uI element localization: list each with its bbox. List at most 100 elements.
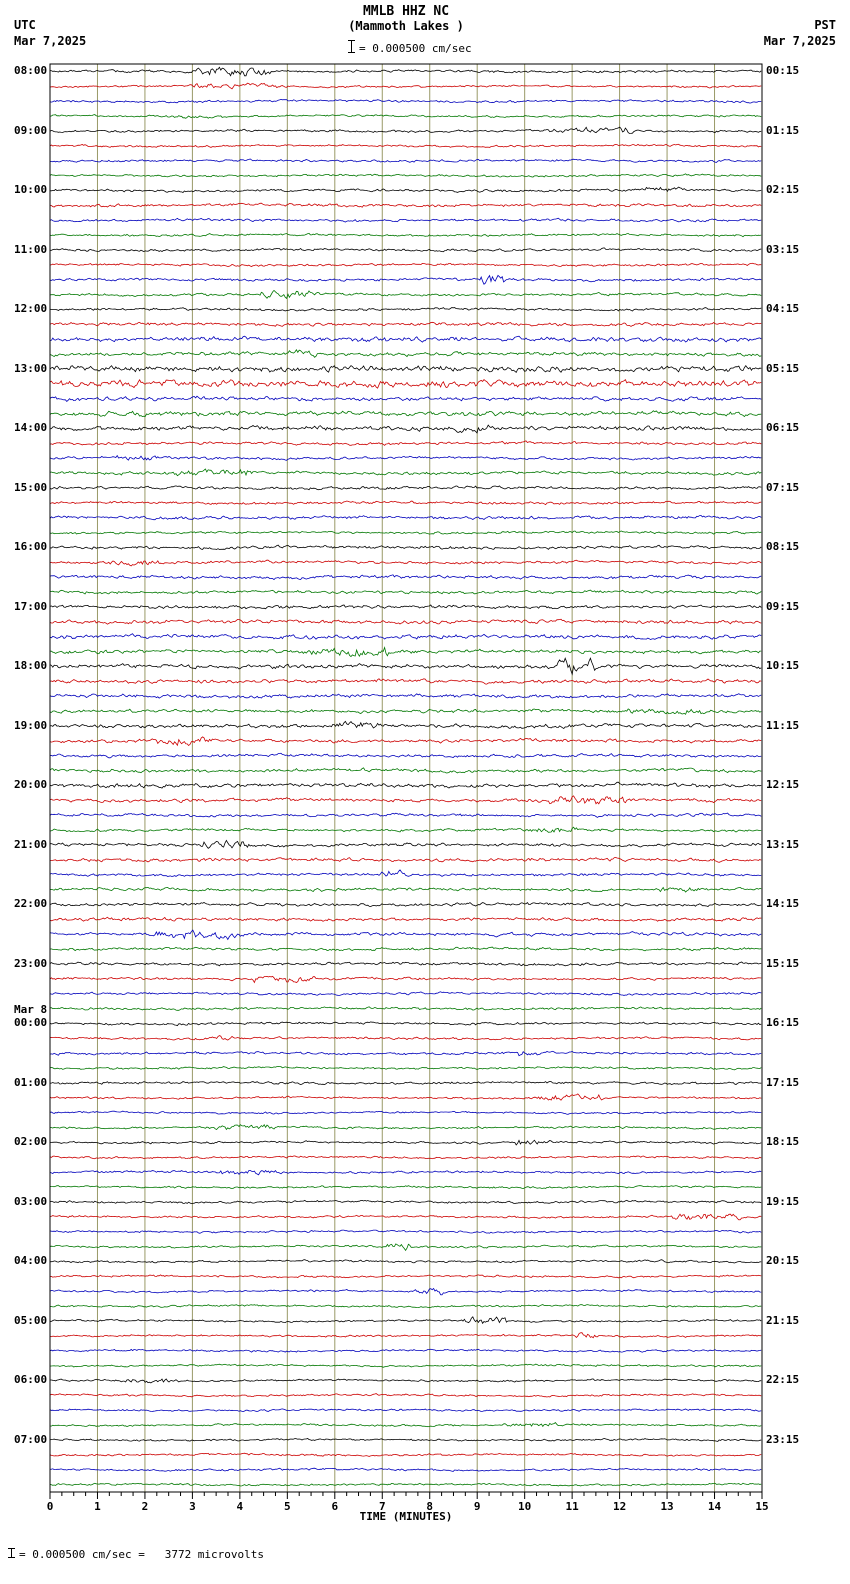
footer-scale-note: = 0.000500 cm/sec = 3772 microvolts	[8, 1548, 264, 1561]
seismogram-trace	[49, 395, 762, 402]
seismogram-trace	[49, 736, 762, 747]
seismogram-trace	[49, 349, 762, 358]
seismogram-trace	[49, 1139, 762, 1146]
seismogram-trace	[49, 1287, 762, 1296]
utc-hour-label: 05:00	[14, 1313, 48, 1327]
pst-hour-label: 19:15	[766, 1194, 800, 1208]
seismogram-plot	[49, 63, 763, 1499]
seismogram-trace	[49, 1467, 762, 1472]
seismogram-trace	[49, 574, 762, 581]
seismogram-trace	[49, 633, 762, 641]
seismogram-trace	[49, 929, 762, 941]
seismogram-trace	[49, 657, 762, 676]
seismogram-trace	[49, 961, 762, 967]
utc-timezone-label: UTC	[14, 18, 36, 32]
seismogram-trace	[50, 186, 762, 193]
utc-hour-label: 18:00	[14, 659, 48, 673]
seismogram-trace	[49, 173, 762, 178]
footer-scale-note-text: = 0.000500 cm/sec = 3772 microvolts	[19, 1548, 265, 1561]
seismogram-trace	[49, 693, 762, 699]
seismogram-trace	[49, 1169, 762, 1176]
pst-hour-label: 15:15	[766, 956, 800, 970]
seismogram-trace	[49, 514, 762, 521]
utc-hour-label: 09:00	[14, 123, 48, 137]
scale-bar-icon	[348, 40, 355, 53]
pst-hour-label: 11:15	[766, 718, 800, 732]
seismogram-trace	[49, 262, 762, 267]
seismogram-trace	[49, 856, 762, 863]
utc-hour-label: 04:00	[14, 1254, 48, 1268]
seismogram-trace	[49, 1348, 762, 1353]
seismogram-trace	[49, 604, 762, 610]
pst-hour-label: 07:15	[766, 480, 800, 494]
seismogram-trace	[49, 126, 762, 134]
utc-date-label: Mar 7,2025	[14, 34, 87, 48]
seismogram-trace	[49, 500, 762, 506]
seismogram-trace	[49, 1021, 762, 1027]
utc-hour-label: 17:00	[14, 599, 48, 613]
seismogram-trace	[49, 485, 762, 491]
seismogram-trace	[49, 1332, 762, 1339]
seismogram-trace	[49, 410, 762, 418]
seismogram-trace	[49, 143, 762, 148]
pst-hour-label: 00:15	[766, 64, 800, 78]
utc-hour-label: 03:00	[14, 1194, 48, 1208]
seismogram-trace	[49, 559, 762, 567]
seismogram-trace	[49, 869, 762, 877]
pst-hour-label: 14:15	[766, 897, 800, 911]
seismogram-trace	[49, 1093, 762, 1101]
scale-indicator: = 0.000500 cm/sec	[348, 40, 472, 55]
seismogram-trace	[49, 1065, 762, 1071]
utc-hour-label: 02:00	[14, 1135, 48, 1149]
seismogram-trace	[49, 1199, 762, 1205]
utc-hour-label: 06:00	[14, 1373, 48, 1387]
seismogram-trace	[49, 1393, 762, 1398]
utc-hour-label: 12:00	[14, 302, 48, 316]
seismogram-trace	[49, 1422, 762, 1428]
utc-hour-label: 15:00	[14, 480, 48, 494]
seismogram-trace	[49, 1110, 762, 1115]
seismogram-trace	[49, 321, 762, 327]
pst-hour-label: 01:15	[766, 123, 800, 137]
seismogram-trace	[49, 1006, 762, 1011]
seismogram-trace	[49, 826, 762, 833]
utc-hour-label: 13:00	[14, 361, 48, 375]
seismogram-trace	[49, 424, 762, 434]
pst-hour-label: 12:15	[766, 778, 800, 792]
x-tick-label: 0	[46, 1500, 54, 1513]
pst-hour-label: 09:15	[766, 599, 800, 613]
pst-hour-label: 18:15	[766, 1135, 800, 1149]
seismogram-trace	[49, 886, 762, 893]
pst-hour-label: 20:15	[766, 1254, 800, 1268]
seismogram-trace	[49, 468, 762, 477]
seismogram-trace	[49, 365, 762, 374]
seismogram-trace	[49, 1452, 762, 1457]
seismogram-trace	[49, 1123, 762, 1131]
seismogram-trace	[49, 991, 762, 996]
seismogram-trace	[49, 1155, 762, 1160]
seismogram-trace	[49, 902, 762, 908]
utc-hour-label: 16:00	[14, 540, 48, 554]
utc-hour-label: 20:00	[14, 778, 48, 792]
x-tick-label: 9	[473, 1500, 481, 1513]
seismogram-trace	[49, 82, 762, 90]
seismogram-trace	[49, 1229, 762, 1234]
utc-hour-label: 07:00	[14, 1432, 48, 1446]
pst-hour-label: 10:15	[766, 659, 800, 673]
seismogram-trace	[49, 232, 762, 238]
seismogram-trace	[49, 618, 762, 625]
pst-date-label: Mar 7,2025	[763, 34, 836, 48]
seismogram-trace	[49, 589, 762, 595]
x-tick-label: 13	[660, 1500, 674, 1513]
pst-hour-label: 13:15	[766, 837, 800, 851]
seismogram-trace	[49, 307, 762, 312]
seismogram-trace	[49, 454, 762, 461]
seismogram-trace	[49, 1408, 762, 1413]
x-tick-label: 5	[284, 1500, 291, 1513]
seismogram-trace	[49, 916, 762, 922]
utc-hour-label: 01:00	[14, 1075, 48, 1089]
x-tick-label: 11	[565, 1500, 579, 1513]
seismogram-trace	[49, 1213, 762, 1221]
seismogram-trace	[49, 946, 762, 952]
seismogram-trace	[49, 1035, 762, 1041]
